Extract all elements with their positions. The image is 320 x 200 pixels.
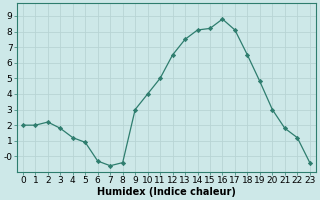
X-axis label: Humidex (Indice chaleur): Humidex (Indice chaleur) [97,187,236,197]
